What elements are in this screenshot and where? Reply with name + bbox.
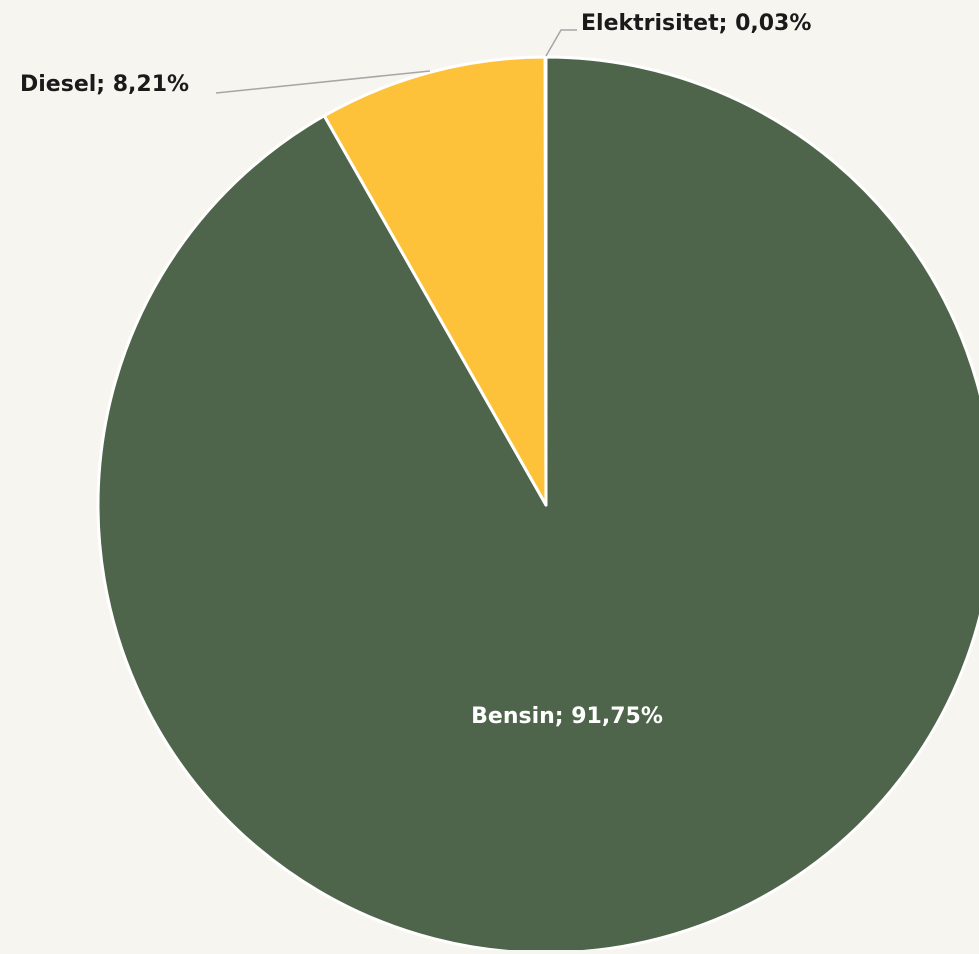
pie-slices	[96, 55, 979, 954]
data-label-diesel: Diesel; 8,21%	[20, 72, 189, 97]
data-labels: Bensin; 91,75% Diesel; 8,21% Elektrisite…	[20, 11, 811, 729]
leader-lines	[215, 29, 577, 94]
pie-slice-bensin	[96, 55, 979, 954]
data-label-elektrisitet: Elektrisitet; 0,03%	[581, 11, 811, 36]
data-label-bensin: Bensin; 91,75%	[471, 704, 663, 729]
leader-line-diesel	[215, 70, 431, 94]
pie-slice-elektrisitet	[543, 55, 548, 507]
pie-slice-diesel	[322, 55, 548, 507]
leader-line-elektrisitet	[545, 29, 577, 57]
